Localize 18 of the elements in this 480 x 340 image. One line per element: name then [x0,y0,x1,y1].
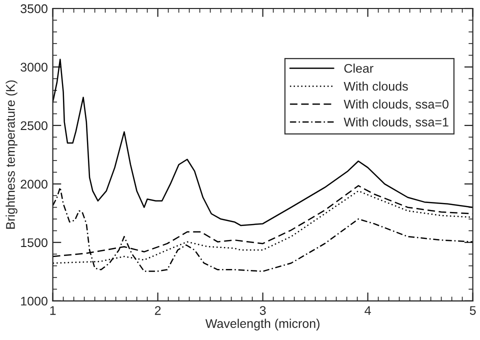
x-tick-label: 1 [50,306,56,315]
y-axis-title: Brightness temperature (K) [6,80,18,229]
y-tick-label: 1500 [21,238,48,248]
x-axis-title: Wavelength (micron) [205,318,320,330]
legend-label: With clouds, ssa=0 [344,99,448,110]
legend-label: Clear [344,64,374,73]
x-tick-label: 2 [154,306,161,315]
y-tick-label: 3500 [20,4,48,14]
x-tick-label: 5 [470,306,476,315]
y-tick-label: 2000 [20,180,48,189]
y-tick-label: 2500 [20,121,48,130]
line-series [52,58,473,226]
legend-label: With clouds, ssa=1 [344,117,448,128]
legend-label: With clouds [344,82,408,91]
x-tick-label: 3 [260,306,266,315]
y-tick-label: 3000 [20,62,48,72]
x-tick-label: 4 [364,306,371,315]
y-tick-label: 1000 [21,296,48,306]
